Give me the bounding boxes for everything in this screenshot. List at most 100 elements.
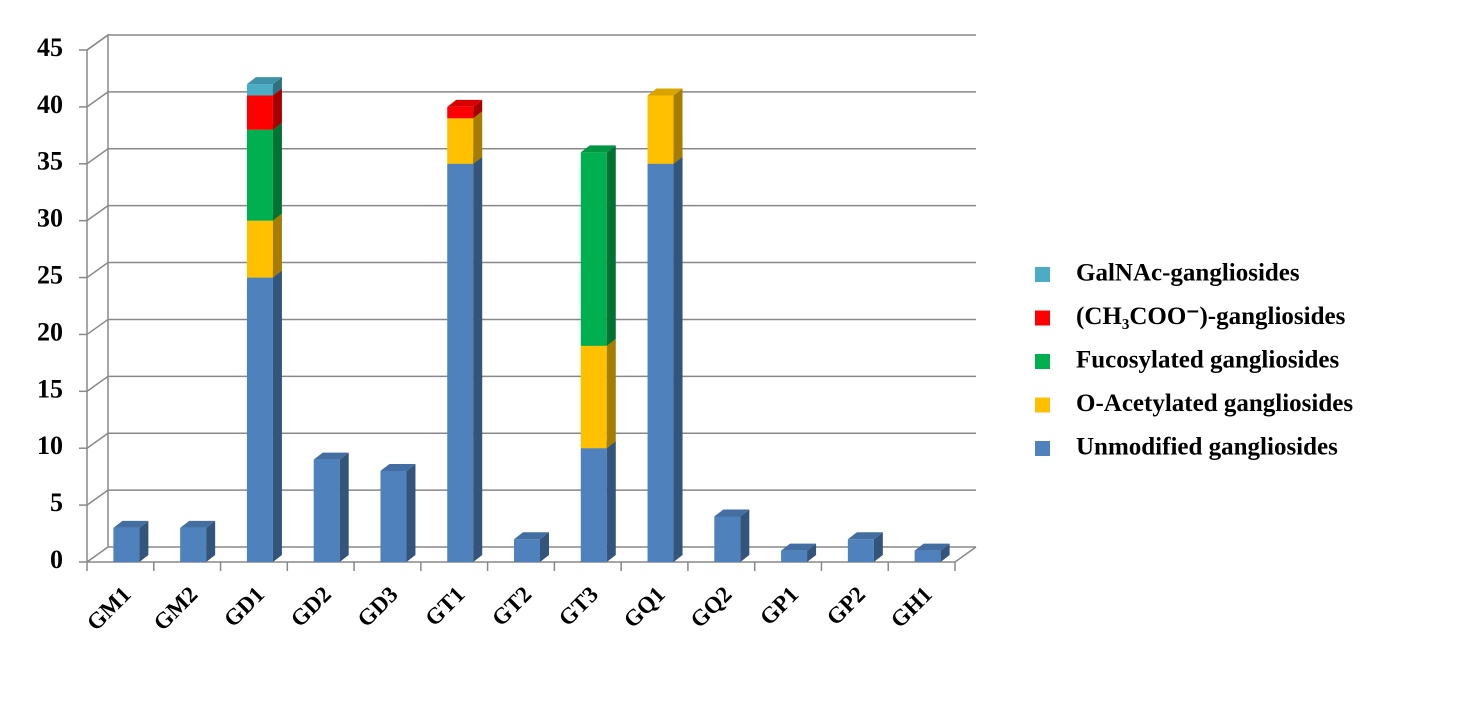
legend-swatch [1035, 397, 1050, 413]
x-tick-label: GM2 [149, 582, 203, 636]
bar-segment-top [380, 463, 416, 471]
bar-segment [447, 106, 474, 119]
bar-segment [781, 550, 808, 562]
bar-segment-side [940, 543, 950, 562]
legend-label: Fucosylated gangliosides [1076, 347, 1339, 374]
axis-line [86, 33, 109, 562]
legend-swatch [1035, 441, 1050, 456]
y-tick-label: 30 [37, 204, 63, 233]
bar-segment [580, 345, 607, 449]
x-tick-label: GD1 [219, 582, 269, 632]
legend-label: Unmodified gangliosides [1076, 434, 1338, 461]
bar-segment-side [673, 156, 683, 562]
bar-segment-side [540, 532, 549, 562]
bar-segment-side [606, 338, 616, 449]
grid-line [86, 318, 976, 336]
bar-segment-side [673, 88, 683, 164]
bar-segment [580, 152, 607, 346]
legend-label: (CH₃COO⁻)-gangliosides [1076, 303, 1346, 330]
bar-segment [313, 459, 340, 562]
grid-line [86, 546, 976, 563]
bar-segment [447, 118, 474, 164]
bar-segment [380, 470, 407, 562]
y-tick-label: 5 [50, 488, 63, 517]
bar-segment-side [873, 532, 883, 562]
bar-segment [246, 220, 273, 278]
bar-segment-top [714, 509, 750, 517]
x-tick-label: GT3 [554, 582, 603, 631]
bar-segment [514, 539, 540, 562]
bar-segment-top [647, 88, 683, 96]
bar-segment [246, 277, 273, 562]
bar-segment [647, 163, 674, 562]
legend-swatch [1035, 310, 1050, 326]
y-tick-label: 45 [37, 33, 63, 62]
bar-segment [246, 129, 273, 221]
bar-segment-side [740, 509, 750, 562]
grid-line [86, 261, 976, 279]
bar-segment-side [473, 99, 483, 119]
bar-segment-top [781, 543, 817, 551]
x-tick-label: GH1 [886, 582, 937, 633]
y-tick-label: 35 [37, 147, 63, 176]
grid-line [86, 148, 976, 165]
x-tick-label: GP1 [755, 582, 803, 630]
x-tick-label: GT2 [487, 582, 536, 631]
bar-segment [847, 539, 874, 562]
bar-segment [914, 550, 941, 562]
y-tick-label: 25 [37, 261, 63, 290]
x-tick-label: GQ2 [685, 582, 736, 633]
bar-segment-top [180, 520, 216, 528]
bar-segment-side [406, 463, 416, 562]
legend-label: GalNAc-gangliosides [1076, 260, 1300, 287]
x-tick-label: GP2 [822, 582, 870, 630]
bar-segment-side [473, 156, 483, 562]
bar-segment-top [246, 77, 282, 85]
bar-segment [714, 516, 741, 562]
bar-segment [113, 527, 140, 562]
bar-segment-top [113, 520, 149, 528]
bar-segment [246, 95, 273, 130]
bar-segment-side [339, 452, 349, 562]
bar-segment-top [847, 532, 883, 540]
bar-segment [580, 448, 607, 562]
legend-swatch [1035, 267, 1050, 282]
x-tick-label: GT1 [420, 582, 469, 631]
bar-segment-top [313, 452, 349, 460]
grid-line [86, 375, 976, 392]
x-tick-label: GD2 [286, 582, 336, 632]
bar-segment-side [473, 111, 483, 164]
y-tick-label: 10 [37, 431, 63, 460]
bar-segment-top [514, 532, 549, 540]
grid-line [86, 204, 976, 222]
bar-segment-side [272, 213, 282, 278]
bar-segment-side [272, 88, 282, 130]
x-tick-label: GD3 [353, 582, 403, 632]
bar-segment-side [606, 441, 616, 562]
x-tick-label: GM1 [82, 582, 136, 636]
bar-segment [447, 163, 474, 562]
y-tick-label: 15 [37, 374, 63, 403]
grid-line [86, 432, 976, 449]
grid-line [86, 34, 976, 51]
bar-segment-side [807, 543, 817, 562]
bar-segment [180, 527, 207, 562]
bar-segment-side [206, 520, 216, 562]
bar-segment-side [139, 520, 149, 562]
bar-segment-side [606, 145, 616, 346]
bar-segment-side [272, 270, 282, 562]
bar-segment-side [272, 77, 282, 96]
legend-swatch [1035, 354, 1050, 369]
y-tick-label: 20 [37, 317, 63, 346]
y-tick-label: 0 [50, 545, 63, 574]
bar-segment-top [914, 543, 950, 551]
grid-line [86, 489, 976, 506]
y-tick-label: 40 [37, 90, 63, 119]
bar-segment-top [580, 145, 616, 153]
bar-segment [647, 95, 674, 164]
bar-segment [246, 84, 273, 96]
bar-segment-side [272, 122, 282, 221]
bar-segment-top [447, 99, 483, 107]
legend-label: O-Acetylated gangliosides [1076, 390, 1353, 417]
